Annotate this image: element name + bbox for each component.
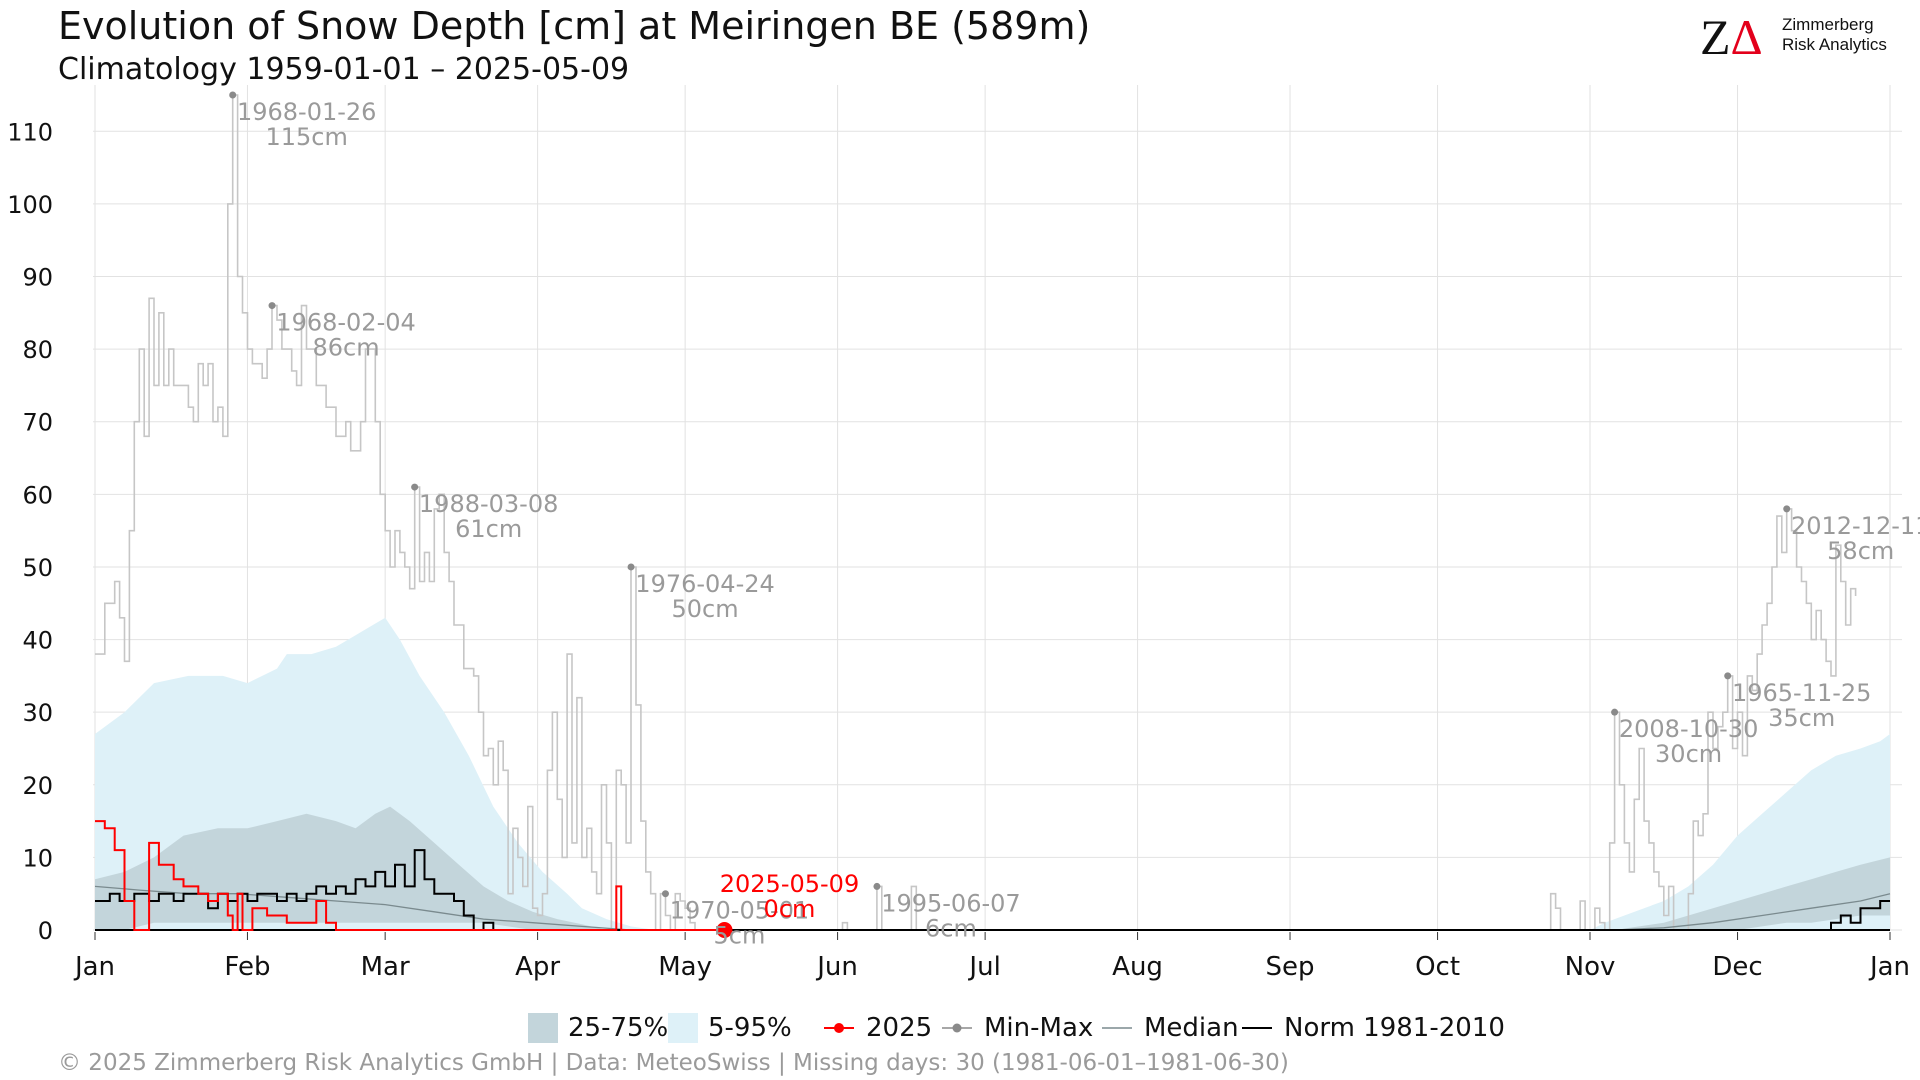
- max-marker-point: [1783, 505, 1791, 513]
- legend-swatch-norm: [1242, 1027, 1272, 1029]
- legend-label-2025: 2025: [866, 1013, 933, 1043]
- snow-depth-chart: 0 10 20 30 40 50 60 70 80 90 100 110 Jan Feb Mar Apr May…: [7, 85, 1920, 982]
- y-tick-label: 50: [22, 554, 53, 582]
- logo-line-1: Zimmerberg: [1782, 15, 1874, 34]
- max-marker-value: 35cm: [1768, 704, 1835, 732]
- max-marker-value: 115cm: [266, 123, 348, 151]
- max-marker-date: 1976-04-24: [635, 570, 774, 598]
- max-marker-point: [1611, 708, 1619, 716]
- x-tick-label: Mar: [361, 952, 410, 982]
- legend-swatch-min-max: [942, 1023, 972, 1033]
- max-marker-date: 1988-03-08: [419, 490, 558, 518]
- chart-title: Evolution of Snow Depth [cm] at Meiringe…: [58, 4, 1091, 48]
- logo-delta: Δ: [1730, 9, 1763, 65]
- x-tick-label: Oct: [1415, 952, 1460, 982]
- axes: 0 10 20 30 40 50 60 70 80 90 100 110 Jan Feb Mar Apr May…: [7, 118, 1910, 982]
- max-marker-point: [873, 882, 881, 890]
- current-2025-point: [716, 922, 733, 938]
- series-lines: [94, 94, 1891, 938]
- y-tick-label: 70: [22, 409, 53, 437]
- max-marker-date: 2008-10-30: [1619, 715, 1758, 743]
- max-marker-point: [1724, 672, 1732, 680]
- legend-item-5-95: 5-95%: [668, 1008, 792, 1048]
- x-tick-label: May: [658, 952, 712, 982]
- logo-line-2: Risk Analytics: [1782, 35, 1887, 54]
- current-2025-value: 0cm: [764, 895, 816, 923]
- max-marker-value: 58cm: [1827, 537, 1894, 565]
- band-25-75: [95, 806, 607, 930]
- legend-label-norm: Norm 1981-2010: [1284, 1013, 1505, 1043]
- max-marker-date: 1965-11-25: [1732, 679, 1871, 707]
- company-logo: ZΔ Zimmerberg Risk Analytics: [1700, 12, 1900, 62]
- x-tick-label: Jun: [815, 952, 858, 982]
- y-tick-label: 100: [7, 191, 53, 219]
- x-tick-label: Dec: [1712, 952, 1762, 982]
- y-tick-label: 0: [38, 917, 53, 945]
- x-tick-label: Feb: [224, 952, 270, 982]
- x-tick-label: Aug: [1112, 952, 1163, 982]
- max-marker-point: [661, 890, 669, 898]
- y-tick-label: 80: [22, 336, 53, 364]
- legend-label-5-95: 5-95%: [708, 1013, 792, 1043]
- legend-swatch-2025: [824, 1023, 854, 1033]
- percentile-bands: [95, 617, 1890, 930]
- max-marker-date: 1968-02-04: [276, 309, 415, 337]
- x-tick-label: Jan: [73, 952, 115, 982]
- legend-label-25-75: 25-75%: [568, 1013, 669, 1043]
- x-tick-label: Jul: [967, 952, 1000, 982]
- x-tick-label: Nov: [1565, 952, 1616, 982]
- logo-mark: ZΔ: [1700, 12, 1763, 62]
- legend-label-median: Median: [1144, 1013, 1239, 1043]
- y-tick-label: 20: [22, 772, 53, 800]
- y-tick-label: 30: [22, 699, 53, 727]
- legend-item-min-max: Min-Max: [940, 1008, 1093, 1048]
- legend-swatch-25-75: [528, 1013, 558, 1043]
- max-marker-point: [627, 563, 635, 571]
- legend-item-norm: Norm 1981-2010: [1240, 1008, 1505, 1048]
- legend: 25-75% 5-95% 2025 Min-Max Median Norm 19…: [0, 1008, 1920, 1048]
- max-marker-date: 2012-12-11: [1791, 512, 1920, 540]
- max-marker-value: 6cm: [925, 914, 977, 942]
- footer-credits: © 2025 Zimmerberg Risk Analytics GmbH | …: [58, 1050, 1289, 1076]
- legend-swatch-median: [1102, 1027, 1132, 1029]
- y-tick-label: 40: [22, 627, 53, 655]
- y-tick-label: 90: [22, 264, 53, 292]
- max-marker-value: 50cm: [671, 595, 738, 623]
- legend-item-25-75: 25-75%: [528, 1008, 668, 1048]
- series-line-norm: [95, 849, 1890, 931]
- legend-label-min-max: Min-Max: [984, 1013, 1094, 1043]
- max-marker-point: [229, 91, 237, 99]
- series-line-2025: [95, 820, 725, 931]
- logo-text: Zimmerberg Risk Analytics: [1782, 15, 1887, 55]
- chart-subtitle: Climatology 1959-01-01 – 2025-05-09: [58, 52, 630, 87]
- x-tick-label: Apr: [515, 952, 560, 982]
- annotations: 1968-01-26115cm1968-02-0486cm1988-03-086…: [229, 91, 1920, 950]
- max-marker-date: 1970-05-01: [670, 897, 809, 925]
- current-2025-date: 2025-05-09: [720, 870, 859, 898]
- x-tick-label: Jan: [1868, 952, 1910, 982]
- max-marker-value: 86cm: [312, 334, 379, 362]
- max-marker-point: [268, 302, 276, 310]
- legend-item-2025: 2025: [822, 1008, 932, 1048]
- band-25-75: [1614, 857, 1890, 930]
- series-line-max: [95, 94, 1857, 931]
- max-marker-value: 5cm: [714, 922, 766, 950]
- max-marker-point: [411, 483, 419, 491]
- legend-swatch-5-95: [668, 1013, 698, 1043]
- y-tick-label: 60: [22, 481, 53, 509]
- y-tick-label: 110: [7, 118, 53, 146]
- x-tick-label: Sep: [1266, 952, 1315, 982]
- max-marker-date: 1995-06-07: [881, 889, 1020, 917]
- max-marker-date: 1968-01-26: [237, 98, 376, 126]
- legend-item-median: Median: [1100, 1008, 1239, 1048]
- y-tick-label: 10: [22, 844, 53, 872]
- max-marker-value: 61cm: [455, 515, 522, 543]
- max-marker-value: 30cm: [1655, 740, 1722, 768]
- logo-z: Z: [1700, 9, 1731, 65]
